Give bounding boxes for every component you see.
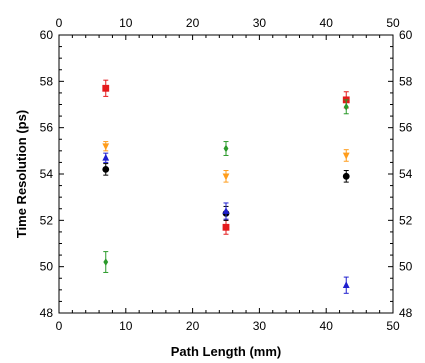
series-diamond	[103, 99, 349, 273]
x-tick-label-bottom: 30	[253, 319, 267, 333]
x-tick-label-top: 20	[186, 16, 200, 30]
data-point	[342, 276, 350, 294]
x-axis-title: Path Length (mm)	[171, 344, 282, 359]
data-point	[342, 170, 350, 183]
series-triangle-up	[102, 152, 350, 294]
data-point	[102, 152, 110, 163]
x-tick-label-bottom: 10	[119, 319, 133, 333]
x-tick-label-bottom: 0	[56, 319, 63, 333]
data-point	[222, 202, 230, 220]
y-tick-label-right: 56	[399, 121, 413, 135]
x-tick-label-top: 40	[320, 16, 334, 30]
circle-marker	[342, 172, 350, 180]
x-tick-label-bottom: 20	[186, 319, 200, 333]
triangle-down-marker	[222, 173, 230, 181]
y-tick-label-right: 54	[399, 167, 413, 181]
y-tick-label-right: 60	[399, 28, 413, 42]
y-tick-label-left: 60	[40, 28, 54, 42]
data-point	[342, 149, 350, 162]
circle-marker	[102, 165, 110, 173]
x-tick-label-top: 10	[119, 16, 133, 30]
square-marker	[222, 223, 230, 231]
square-marker	[102, 84, 110, 92]
y-tick-label-left: 52	[40, 213, 54, 227]
y-tick-label-left: 58	[40, 74, 54, 88]
y-tick-label-right: 48	[399, 306, 413, 320]
y-tick-label-left: 48	[40, 306, 54, 320]
triangle-down-marker	[102, 143, 110, 151]
x-tick-label-bottom: 50	[386, 319, 400, 333]
data-points	[102, 79, 350, 294]
data-point	[103, 251, 109, 273]
data-point	[102, 141, 110, 152]
triangle-up-marker	[222, 207, 230, 214]
triangle-up-marker	[342, 281, 350, 288]
triangle-up-marker	[102, 153, 110, 161]
y-tick-label-left: 54	[40, 167, 54, 181]
data-point	[102, 79, 110, 97]
diamond-marker	[223, 144, 229, 153]
y-tick-label-right: 58	[399, 74, 413, 88]
diamond-marker	[103, 258, 109, 266]
x-tick-label-top: 50	[386, 16, 400, 30]
x-tick-label-top: 0	[56, 16, 63, 30]
y-axis-title: Time Resolution (ps)	[14, 110, 29, 238]
y-tick-label-right: 52	[399, 213, 413, 227]
y-tick-label-right: 50	[399, 260, 413, 274]
diamond-marker	[343, 102, 349, 111]
y-tick-label-left: 56	[40, 121, 54, 135]
data-point	[223, 141, 229, 156]
x-tick-label-bottom: 40	[320, 319, 334, 333]
y-tick-label-left: 50	[40, 260, 54, 274]
x-tick-label-top: 30	[253, 16, 267, 30]
triangle-down-marker	[342, 152, 350, 160]
series-triangle-down	[102, 141, 350, 183]
data-point	[102, 163, 110, 176]
data-point	[343, 99, 349, 115]
data-point	[222, 170, 230, 183]
